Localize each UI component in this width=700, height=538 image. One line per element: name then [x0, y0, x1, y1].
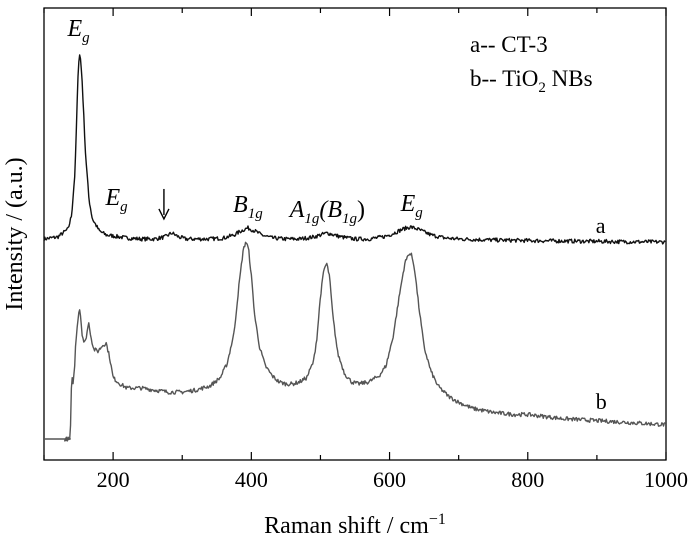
series-b-line: [44, 241, 666, 442]
x-tick-label: 600: [373, 467, 406, 492]
series-a-line: [43, 54, 666, 245]
curve-label-a: a: [596, 213, 606, 238]
peak-label-3: B1g: [233, 192, 263, 222]
x-tick-label: 400: [235, 467, 268, 492]
series-layer: ab: [43, 54, 666, 442]
peak-label-4: A1g(B1g): [288, 197, 365, 227]
peak-arrow: [158, 188, 170, 221]
x-axis-title: Raman shift / cm−1: [264, 511, 446, 538]
y-axis-title: Intensity / (a.u.): [2, 157, 28, 310]
x-tick-label: 200: [97, 467, 130, 492]
legend: a-- CT-3 b-- TiO2 NBs: [470, 32, 593, 96]
axes: 200 400 600 800 1000 Raman shift / cm−1 Intens…: [2, 8, 688, 538]
peak-label-1: Eg: [104, 185, 128, 215]
peak-annotations: Eg Eg B1g A1g(B1g) Eg: [66, 16, 423, 227]
x-tick-label: 800: [511, 467, 544, 492]
plot-frame: [43, 7, 667, 461]
curve-label-b: b: [596, 389, 607, 414]
peak-label-5: Eg: [400, 191, 424, 221]
legend-entry-0: a-- CT-3: [470, 32, 548, 57]
plot-border: [43, 7, 667, 461]
legend-entry-1: b-- TiO2 NBs: [470, 66, 593, 96]
x-tick-label: 1000: [644, 467, 688, 492]
peak-label-0: Eg: [66, 16, 90, 46]
